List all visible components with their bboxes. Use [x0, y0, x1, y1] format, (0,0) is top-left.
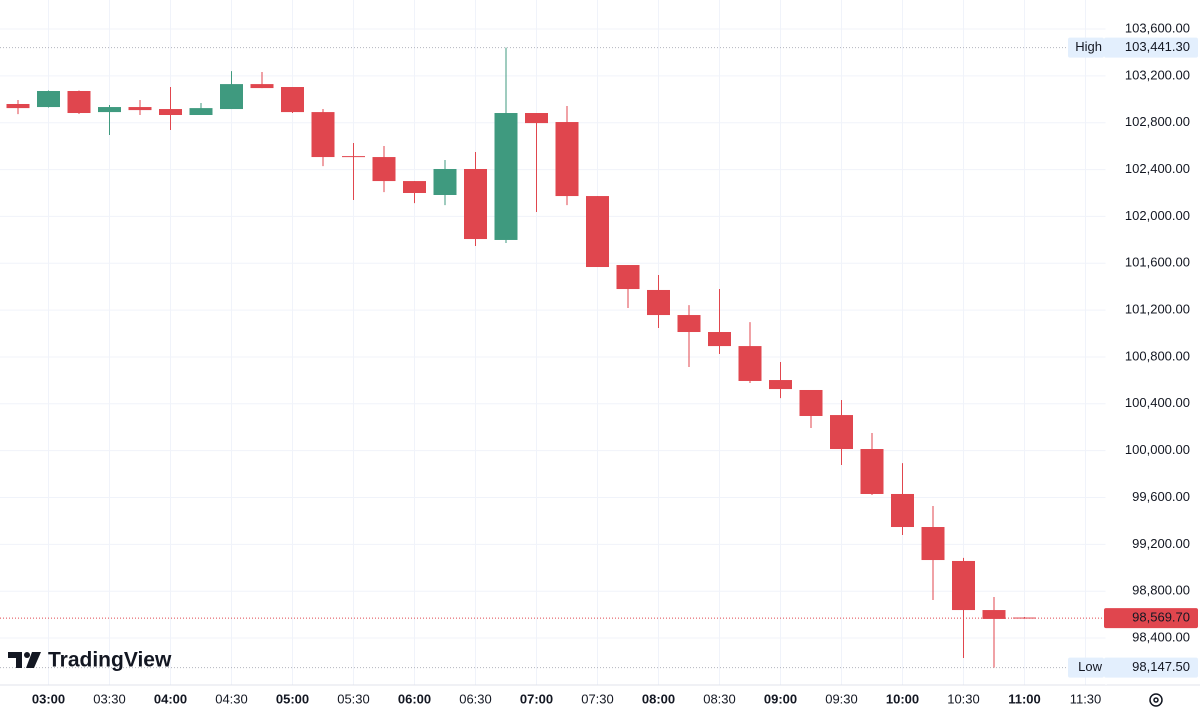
y-tick-label: 99,200.00 [1132, 536, 1190, 551]
y-tick-label: 98,400.00 [1132, 629, 1190, 644]
price-box [1104, 657, 1198, 678]
price-label: 98,147.50 [1132, 659, 1190, 674]
candle-body [98, 107, 121, 113]
x-tick-label: 05:00 [276, 691, 309, 706]
x-tick-label: 07:30 [581, 691, 614, 706]
price-box [1104, 37, 1198, 58]
candle-body [1013, 617, 1036, 619]
candle-body [952, 560, 975, 611]
y-tick-label: 102,000.00 [1125, 208, 1190, 223]
marker-box [1068, 657, 1104, 678]
candle-body [128, 107, 152, 111]
marker-label: High [1075, 39, 1102, 54]
candle-body [860, 449, 884, 494]
settings-icon[interactable] [1149, 693, 1163, 707]
candle-body [891, 493, 914, 528]
gear[interactable] [1149, 693, 1163, 707]
y-tick-label: 100,000.00 [1125, 442, 1190, 457]
x-tick-label: 11:00 [1008, 691, 1041, 706]
y-tick-label: 102,800.00 [1125, 114, 1190, 129]
x-tick-label: 07:00 [520, 691, 553, 706]
y-tick-label: 101,200.00 [1125, 302, 1190, 317]
candle-body [159, 109, 182, 116]
y-tick-label: 100,800.00 [1125, 348, 1190, 363]
candle-body [372, 157, 396, 182]
candle-body [708, 332, 731, 347]
candle-body [677, 315, 701, 333]
candle-body [921, 527, 945, 561]
candle-body [769, 380, 792, 390]
price-box [1104, 608, 1198, 629]
logo-part [8, 652, 22, 668]
x-tick-label: 03:00 [32, 691, 65, 706]
y-tick-label: 99,600.00 [1132, 489, 1190, 504]
price-label: 103,441.30 [1125, 39, 1190, 54]
grid [0, 0, 1106, 685]
candle-body [37, 90, 60, 108]
x-tick-label: 06:00 [398, 691, 431, 706]
candle-body [799, 389, 823, 416]
brand-logo: TradingView [8, 649, 172, 672]
x-tick-label: 04:30 [215, 691, 248, 706]
marker-label: Low [1078, 659, 1102, 674]
candle-body [342, 156, 365, 158]
candle-body [189, 108, 213, 116]
y-tick-label: 103,200.00 [1125, 67, 1190, 82]
candle-body [738, 346, 762, 381]
marker-box [1068, 37, 1104, 58]
candle-body [464, 168, 487, 240]
x-tick-label: 11:30 [1070, 691, 1102, 706]
y-tick-label: 98,800.00 [1132, 583, 1190, 598]
x-tick-label: 09:00 [764, 691, 797, 706]
x-tick-label: 08:30 [703, 691, 736, 706]
candle-body [67, 90, 91, 114]
price-label: 98,569.70 [1132, 610, 1190, 625]
y-tick-label: 102,400.00 [1125, 161, 1190, 176]
candle-body [616, 265, 640, 290]
x-tick-label: 08:00 [642, 691, 675, 706]
candle-body [982, 610, 1006, 619]
x-tick-label: 05:30 [337, 691, 370, 706]
candle-body [311, 112, 335, 158]
logo-part [24, 652, 30, 658]
candle-body [647, 289, 670, 316]
brand-name: TradingView [48, 649, 172, 672]
candle-body [220, 84, 243, 110]
x-tick-label: 03:30 [93, 691, 126, 706]
y-tick-label: 100,400.00 [1125, 395, 1190, 410]
gear-center[interactable] [1153, 697, 1159, 703]
candle-body [586, 196, 609, 268]
x-tick-label: 06:30 [459, 691, 492, 706]
candle-body [433, 168, 457, 195]
x-tick-label: 10:30 [947, 691, 980, 706]
y-tick-label: 101,600.00 [1125, 255, 1190, 270]
candle-body [494, 113, 518, 240]
candle-body [525, 113, 548, 124]
candle-body [555, 122, 579, 197]
candle-body [6, 103, 30, 109]
logo-part [26, 652, 41, 668]
x-tick-label: 09:30 [825, 691, 858, 706]
candle-body [403, 181, 426, 194]
x-tick-label: 04:00 [154, 691, 187, 706]
plot [6, 47, 1036, 668]
y-tick-label: 103,600.00 [1125, 20, 1190, 35]
x-tick-label: 10:00 [886, 691, 919, 706]
candle-body [281, 87, 304, 113]
candle-body [250, 84, 274, 89]
candle-body [830, 415, 853, 450]
